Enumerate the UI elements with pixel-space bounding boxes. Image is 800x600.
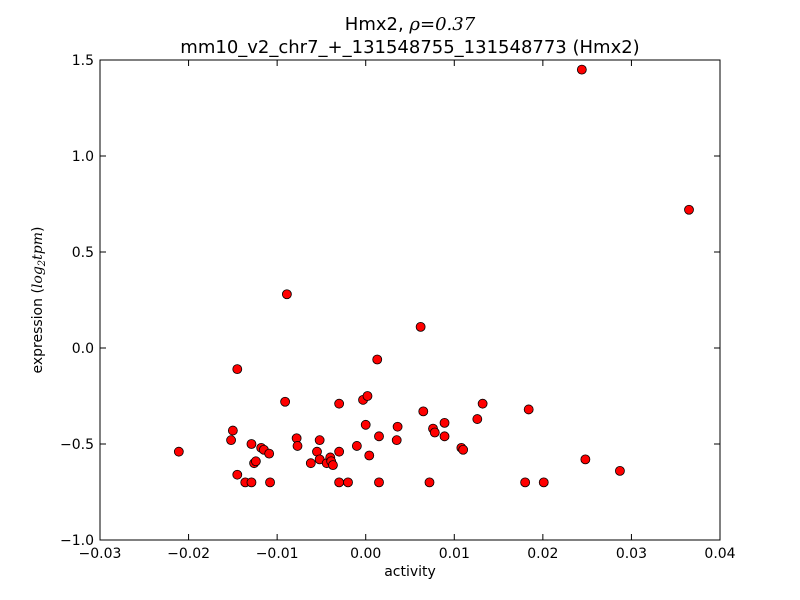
data-point — [250, 456, 261, 467]
data-point — [477, 398, 488, 409]
y-tick-label: 0.5 — [72, 245, 94, 261]
data-point — [424, 477, 435, 488]
data-point — [362, 391, 373, 401]
data-point — [684, 204, 694, 215]
data-point — [523, 404, 534, 415]
data-point — [472, 414, 483, 424]
data-point — [351, 441, 362, 451]
points-layer — [173, 64, 694, 488]
data-point — [458, 444, 469, 455]
data-point — [173, 446, 184, 457]
data-point — [520, 477, 531, 488]
data-point — [374, 477, 384, 488]
x-tick-label: 0.01 — [439, 546, 470, 562]
data-point — [314, 435, 325, 446]
y-tick-label: 1.0 — [72, 149, 94, 165]
y-tick-label: 1.5 — [72, 53, 94, 69]
data-point — [305, 458, 316, 469]
data-point — [418, 406, 429, 417]
data-point — [265, 477, 275, 488]
data-point — [334, 446, 345, 457]
plot-frame — [99, 59, 721, 541]
chart-subtitle: mm10_v2_chr7_+_131548755_131548773 (Hmx2… — [180, 37, 639, 58]
data-point — [580, 454, 591, 465]
data-point — [439, 431, 450, 442]
x-tick-label: 0.00 — [350, 546, 381, 562]
x-tick-label: −0.02 — [167, 546, 210, 562]
data-point — [615, 465, 625, 476]
data-point — [334, 477, 345, 488]
data-point — [292, 441, 303, 451]
ylabel-math: log — [30, 266, 46, 288]
data-point — [264, 448, 275, 459]
ylabel-math2: tpm — [30, 232, 46, 260]
ylabel-suffix: ) — [30, 226, 46, 231]
data-point — [391, 435, 402, 446]
data-point — [439, 417, 450, 428]
data-point — [392, 421, 403, 432]
title-prefix: Hmx2, — [345, 14, 410, 35]
ylabel-prefix: expression ( — [30, 288, 46, 373]
data-point — [374, 431, 384, 442]
x-tick-label: 0.02 — [527, 546, 558, 562]
data-point — [360, 419, 371, 430]
chart-title: Hmx2, ρ=0.37 — [345, 14, 476, 35]
x-tick-label: −0.01 — [256, 546, 299, 562]
ylabel-sub: 2 — [37, 260, 48, 267]
x-tick-label: −0.03 — [79, 546, 122, 562]
data-point — [246, 477, 257, 488]
data-point — [576, 64, 587, 75]
title-rho-value: =0.37 — [420, 14, 476, 35]
x-tick-label: 0.04 — [704, 546, 735, 562]
data-point — [343, 477, 353, 488]
title-rho-symbol: ρ — [408, 14, 420, 35]
data-point — [281, 289, 292, 300]
data-point — [538, 477, 549, 488]
data-point — [429, 427, 440, 438]
x-axis-label: activity — [384, 564, 436, 580]
y-axis-label: expression (log2tpm) — [30, 226, 48, 373]
data-point — [226, 435, 236, 446]
data-point — [227, 425, 238, 436]
data-point — [280, 396, 291, 407]
data-point — [364, 450, 375, 461]
data-point — [232, 364, 243, 375]
data-point — [415, 321, 426, 332]
data-point — [372, 354, 383, 365]
data-point — [246, 439, 257, 449]
x-tick-label: 0.03 — [616, 546, 647, 562]
y-tick-label: 0.0 — [72, 341, 94, 357]
y-tick-label: −1.0 — [60, 533, 94, 549]
data-point — [334, 398, 345, 409]
y-tick-label: −0.5 — [60, 437, 94, 453]
plot-area — [100, 60, 720, 540]
data-point — [328, 460, 338, 471]
data-point — [232, 469, 243, 480]
